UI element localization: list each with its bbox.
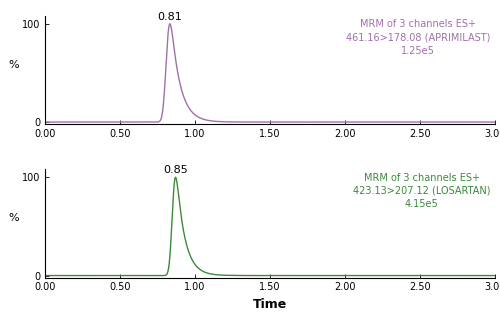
Y-axis label: %: % xyxy=(8,60,18,70)
X-axis label: Time: Time xyxy=(253,298,287,311)
Text: 0.81: 0.81 xyxy=(158,12,182,22)
Y-axis label: %: % xyxy=(8,213,18,224)
Text: MRM of 3 channels ES+
461.16>178.08 (APRIMILAST)
1.25e5: MRM of 3 channels ES+ 461.16>178.08 (APR… xyxy=(346,19,490,56)
Text: MRM of 3 channels ES+
423.13>207.12 (LOSARTAN)
4.15e5: MRM of 3 channels ES+ 423.13>207.12 (LOS… xyxy=(353,173,490,209)
Text: 0.85: 0.85 xyxy=(163,165,188,175)
